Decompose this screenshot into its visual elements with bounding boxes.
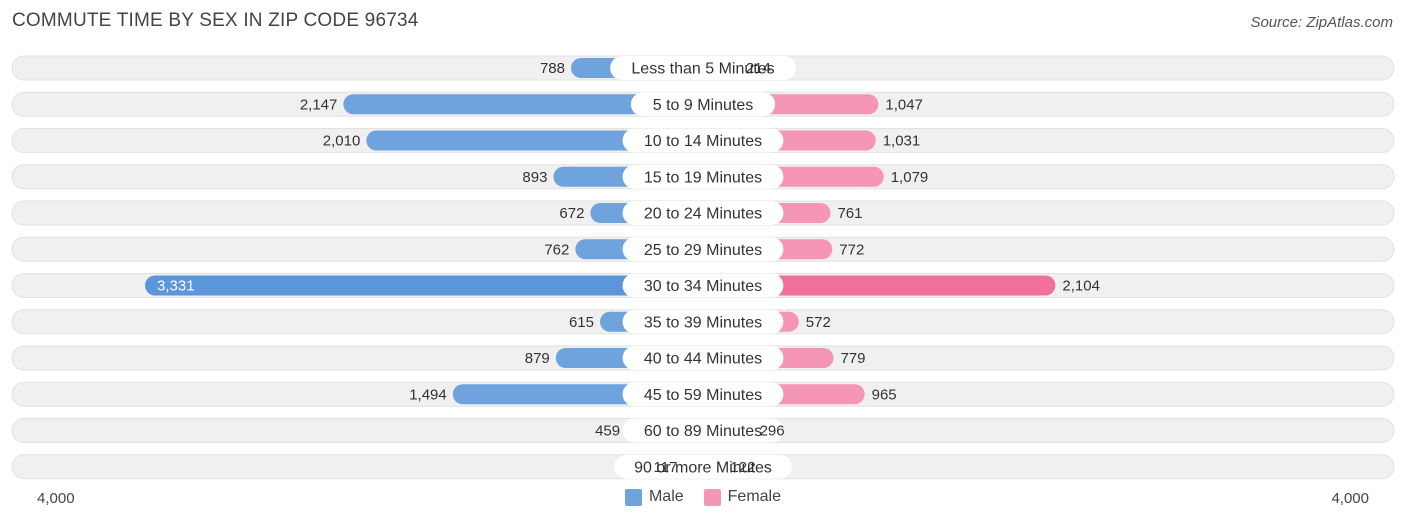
category-label-bg: [622, 309, 784, 334]
female-value-label: 772: [839, 241, 864, 258]
male-bar: [366, 130, 703, 151]
female-value-label: 296: [760, 423, 785, 440]
source-label: Source: ZipAtlas.com: [1250, 14, 1393, 31]
female-value-label: 1,047: [885, 96, 923, 113]
female-value-label: 214: [746, 60, 771, 77]
chart-title: COMMUTE TIME BY SEX IN ZIP CODE 96734: [12, 10, 419, 31]
axis-right-label: 4,000: [1331, 490, 1369, 507]
legend-item-male[interactable]: Male: [624, 488, 684, 506]
female-value-label: 965: [872, 386, 897, 403]
category-label: 40 to 44 Minutes: [644, 351, 762, 368]
male-value-label: 2,147: [300, 96, 338, 113]
female-value-label: 122: [730, 459, 755, 476]
category-label: 10 to 14 Minutes: [644, 133, 762, 150]
category-label: 25 to 29 Minutes: [644, 242, 762, 259]
legend-male-label: Male: [648, 488, 684, 505]
male-value-label: 615: [569, 314, 594, 331]
category-label-bg: [622, 346, 784, 370]
male-value-label: 117: [653, 459, 677, 476]
male-value-label: 1,494: [409, 386, 447, 403]
category-label-bg: [622, 382, 784, 407]
category-label-bg: [614, 454, 792, 479]
category-label-bg: [622, 128, 784, 153]
category-label-bg: [622, 237, 784, 262]
female-swatch: [703, 488, 721, 506]
male-value-label: 879: [525, 350, 550, 367]
female-bar: [703, 275, 1056, 296]
female-value-label: 572: [806, 314, 831, 331]
male-value-label: 762: [544, 241, 569, 258]
male-value-label: 893: [522, 169, 547, 186]
axis-left-label: 4,000: [37, 490, 75, 507]
male-value-label: 788: [540, 60, 565, 77]
female-value-label: 761: [837, 205, 862, 222]
category-label: 35 to 39 Minutes: [644, 314, 762, 331]
legend: Male Female: [0, 488, 1406, 506]
male-value-label: 3,331: [157, 278, 195, 295]
male-bar: [343, 94, 703, 115]
category-label: 45 to 59 Minutes: [644, 387, 762, 404]
male-value-label: 459: [595, 423, 620, 440]
category-label-bg: [610, 56, 796, 80]
legend-female-label: Female: [727, 488, 782, 505]
category-label: 5 to 9 Minutes: [653, 97, 754, 114]
category-label: Less than 5 Minutes: [631, 61, 774, 78]
category-label-bg: [622, 273, 784, 298]
female-value-label: 779: [840, 350, 865, 367]
female-value-label: 1,031: [883, 133, 921, 150]
male-swatch: [624, 488, 642, 506]
female-value-label: 1,079: [891, 169, 929, 186]
male-bar: [145, 275, 703, 296]
category-label: 90 or more Minutes: [634, 459, 772, 476]
category-label: 60 to 89 Minutes: [644, 423, 762, 440]
male-value-label: 2,010: [323, 133, 361, 150]
female-value-label: 2,104: [1062, 278, 1100, 295]
male-value-label: 672: [559, 205, 584, 222]
category-label-bg: [622, 418, 784, 443]
legend-item-female[interactable]: Female: [703, 488, 782, 506]
category-label: 20 to 24 Minutes: [644, 206, 762, 223]
category-label-bg: [630, 92, 776, 117]
category-label: 30 to 34 Minutes: [644, 278, 762, 295]
category-label: 15 to 19 Minutes: [644, 169, 762, 186]
category-label-bg: [622, 201, 784, 225]
category-label-bg: [622, 164, 784, 189]
